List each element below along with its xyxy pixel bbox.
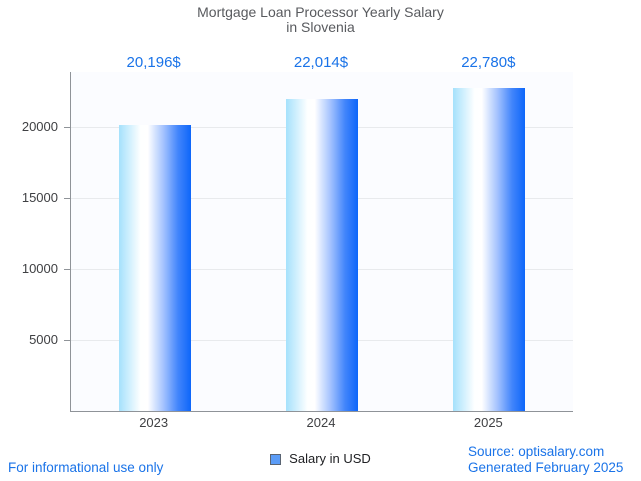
chart-title: Mortgage Loan Processor Yearly Salary in…	[0, 5, 641, 34]
x-axis-label-2025: 2025	[473, 415, 503, 430]
chart-title-line2: in Slovenia	[286, 18, 355, 35]
y-axis-tick-mark	[64, 340, 70, 342]
y-axis-tick-label: 10000	[21, 261, 58, 277]
footer-disclaimer: For informational use only	[8, 460, 164, 475]
bar-2025[interactable]	[453, 88, 526, 411]
plot-area	[70, 72, 573, 412]
x-axis-label-2024: 2024	[306, 415, 336, 430]
bar-2024[interactable]	[286, 98, 358, 411]
bar-value-label-2025: 22,780$	[461, 54, 516, 71]
y-axis-tick-mark	[64, 127, 70, 129]
y-axis-tick-label: 20000	[21, 119, 58, 135]
legend-swatch-icon	[270, 453, 282, 465]
bar-2023[interactable]	[118, 124, 191, 411]
footer-generated: Generated February 2025	[468, 459, 624, 475]
legend: Salary in USD	[0, 451, 641, 467]
bar-value-labels-row: 20,196$ 22,014$ 22,780$	[70, 54, 572, 72]
footer-source-block: Source: optisalary.com Generated Februar…	[468, 444, 623, 475]
x-axis-label-2023: 2023	[139, 415, 169, 430]
y-axis-tick-label: 5000	[29, 332, 58, 348]
footer-source: Source: optisalary.com	[468, 444, 605, 459]
y-axis-tick-mark	[64, 269, 70, 271]
y-axis-tick-mark	[64, 198, 70, 200]
bar-value-label-2024: 22,014$	[293, 54, 349, 71]
chart-title-line1: Mortgage Loan Processor Yearly Salary	[197, 4, 444, 20]
y-axis-tick-label: 15000	[21, 190, 58, 206]
bar-value-label-2023: 20,196$	[126, 54, 181, 71]
legend-label: Salary in USD	[289, 451, 371, 466]
